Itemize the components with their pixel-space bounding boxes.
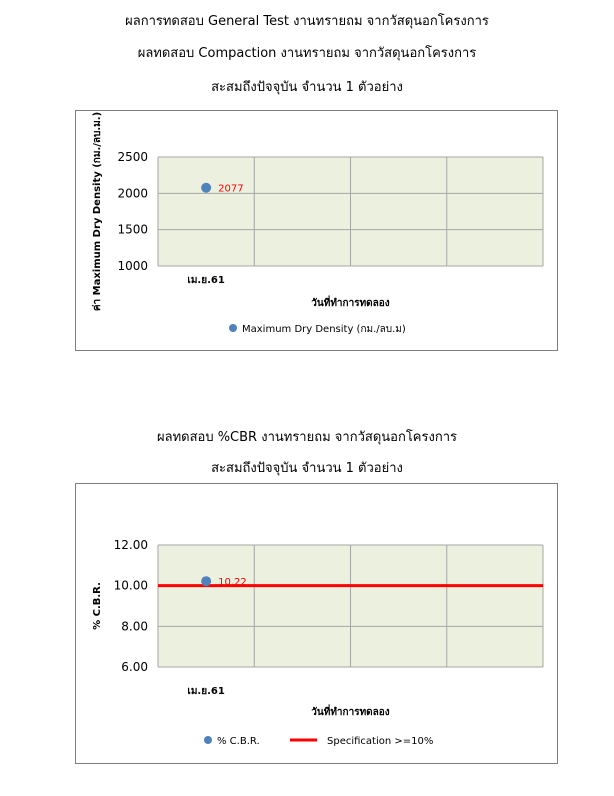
- chart1-title: ผลทดสอบ Compaction งานทรายถม จากวัสดุนอก…: [137, 46, 477, 61]
- chart1-x-axis-label: วันที่ทำการทดลอง: [311, 295, 390, 309]
- chart2-legend-spec-label: Specification >=10%: [327, 736, 433, 747]
- main-title: ผลการทดสอบ General Test งานทรายถม จากวัส…: [125, 14, 489, 29]
- chart2-y-axis-label: % C.B.R.: [92, 582, 103, 630]
- chart1-subtitle: สะสมถึงปัจจุบัน จำนวน 1 ตัวอย่าง: [211, 80, 403, 95]
- chart1-y-tick-label: 2500: [117, 150, 148, 164]
- chart2-legend-label: % C.B.R.: [217, 736, 260, 747]
- chart2-subtitle: สะสมถึงปัจจุบัน จำนวน 1 ตัวอย่าง: [211, 461, 403, 476]
- chart1-y-tick-label: 1000: [117, 259, 148, 273]
- chart2-y-tick-label: 10.00: [114, 579, 148, 593]
- chart2-svg: 6.00 8.00 10.00 12.00 เม.ย.61 วันที่ทำการทดลอ…: [92, 538, 544, 747]
- chart2-x-axis-label: วันที่ทำการทดลอง: [311, 704, 390, 718]
- chart2-data-point: [201, 576, 212, 587]
- chart2-y-tick-label: 6.00: [121, 660, 148, 674]
- chart1-data-point: [201, 182, 212, 193]
- chart2-y-tick-label: 12.00: [114, 538, 148, 552]
- chart1-data-label: 2077: [218, 184, 243, 195]
- chart1-y-tick-label: 1500: [117, 223, 148, 237]
- chart1-container: 1000 1500 2000 2500 เม.ย.61 วันที่ทำการทดลอง ค…: [75, 110, 558, 351]
- chart1-x-tick-label: เม.ย.61: [187, 275, 224, 286]
- chart2-title: ผลทดสอบ %CBR งานทรายถม จากวัสดุนอกโครงกา…: [156, 430, 457, 445]
- chart2-container: 6.00 8.00 10.00 12.00 เม.ย.61 วันที่ทำการทดลอ…: [75, 483, 558, 764]
- chart1-y-axis-label: ค่า Maximum Dry Density (กม./ลบ.ม.): [91, 112, 103, 311]
- chart2-data-label: 10.22: [218, 577, 247, 588]
- chart1-svg: 1000 1500 2000 2500 เม.ย.61 วันที่ทำการทดลอง ค…: [91, 112, 544, 335]
- chart2-x-tick-label: เม.ย.61: [187, 686, 224, 697]
- chart1-legend-label: Maximum Dry Density (กม./ลบ.ม): [242, 324, 406, 335]
- chart1-y-tick-label: 2000: [117, 186, 148, 200]
- chart2-legend-marker: [204, 736, 212, 744]
- chart2-y-tick-label: 8.00: [121, 619, 148, 633]
- chart1-legend-marker: [229, 324, 237, 332]
